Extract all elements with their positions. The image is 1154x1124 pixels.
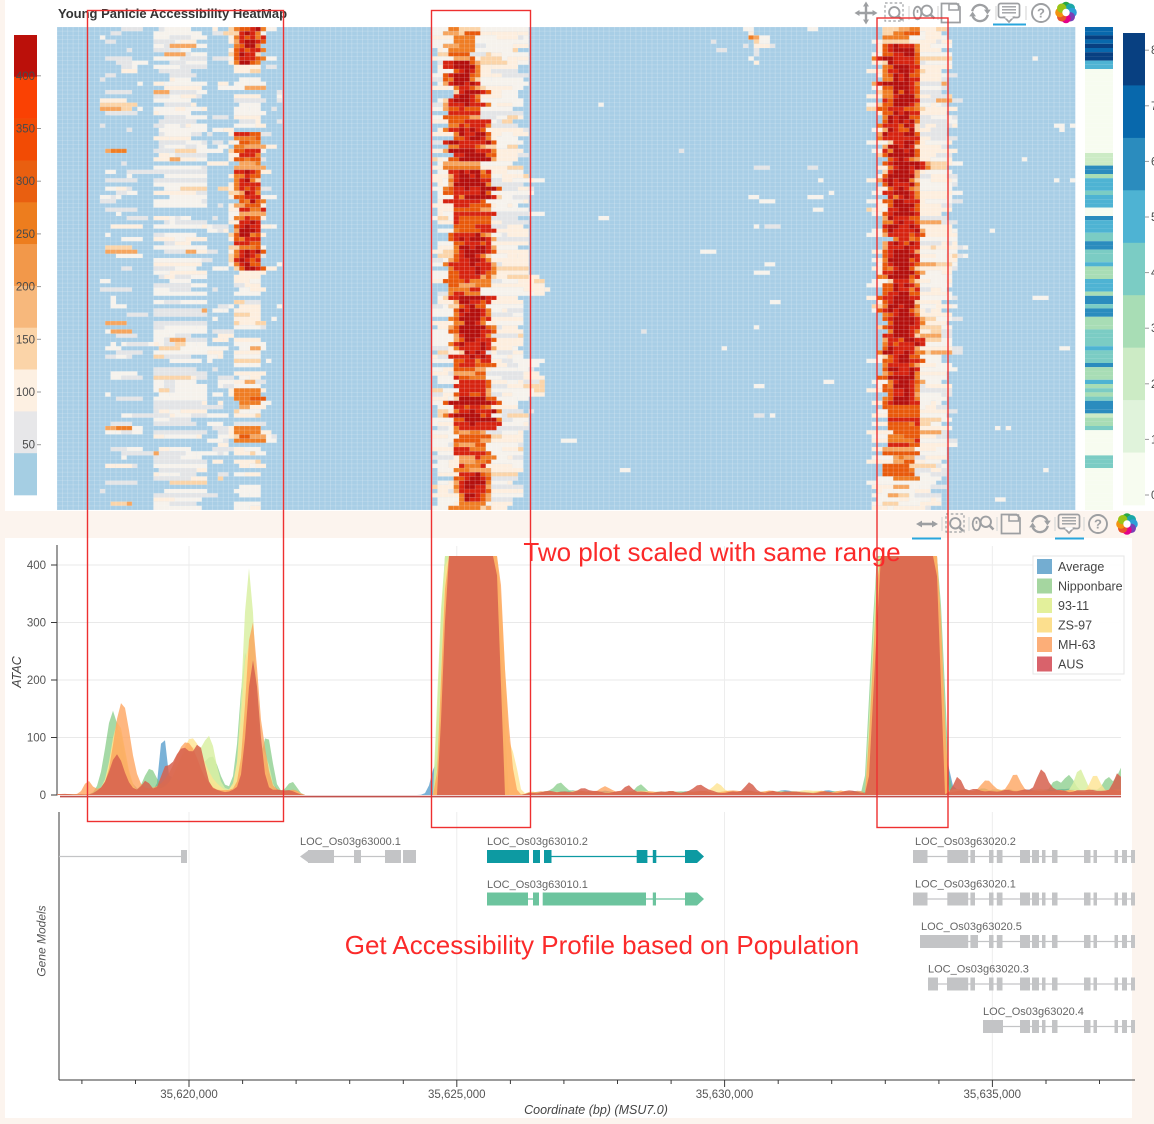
svg-text:0: 0 bbox=[1151, 490, 1154, 502]
svg-text:MH-63: MH-63 bbox=[1058, 638, 1096, 652]
svg-text:1: 1 bbox=[1151, 434, 1154, 446]
svg-text:35,630,000: 35,630,000 bbox=[696, 1089, 754, 1101]
svg-text:400: 400 bbox=[27, 560, 46, 572]
svg-text:LOC_Os03g63020.4: LOC_Os03g63020.4 bbox=[983, 1006, 1084, 1018]
svg-text:ATAC: ATAC bbox=[10, 655, 24, 688]
svg-text:35,620,000: 35,620,000 bbox=[160, 1089, 218, 1101]
svg-text:100: 100 bbox=[27, 733, 46, 745]
svg-text:LOC_Os03g63010.1: LOC_Os03g63010.1 bbox=[487, 879, 588, 891]
svg-text:LOC_Os03g63010.2: LOC_Os03g63010.2 bbox=[487, 836, 588, 848]
svg-text:Average: Average bbox=[1058, 560, 1104, 574]
svg-text:2: 2 bbox=[1151, 379, 1154, 391]
svg-text:200: 200 bbox=[27, 675, 46, 687]
svg-text:Young Panicle Accessibility He: Young Panicle Accessibility HeatMap bbox=[58, 6, 287, 21]
svg-text:Coordinate (bp) (MSU7.0): Coordinate (bp) (MSU7.0) bbox=[524, 1103, 668, 1117]
svg-text:350: 350 bbox=[16, 124, 35, 136]
svg-text:LOC_Os03g63000.1: LOC_Os03g63000.1 bbox=[300, 836, 401, 848]
svg-text:400: 400 bbox=[16, 71, 35, 83]
svg-text:6: 6 bbox=[1151, 156, 1154, 168]
svg-text:LOC_Os03g63020.2: LOC_Os03g63020.2 bbox=[915, 836, 1016, 848]
svg-text:7: 7 bbox=[1151, 101, 1154, 113]
svg-text:100: 100 bbox=[16, 387, 35, 399]
svg-text:?: ? bbox=[1094, 517, 1102, 532]
svg-text:LOC_Os03g63020.3: LOC_Os03g63020.3 bbox=[928, 964, 1029, 976]
svg-text:4: 4 bbox=[1151, 268, 1154, 280]
svg-text:ZS-97: ZS-97 bbox=[1058, 618, 1092, 632]
svg-text:8: 8 bbox=[1151, 45, 1154, 57]
svg-text:250: 250 bbox=[16, 229, 35, 241]
svg-text:0: 0 bbox=[40, 790, 46, 802]
svg-text:300: 300 bbox=[27, 618, 46, 630]
svg-text:3: 3 bbox=[1151, 323, 1154, 335]
svg-text:Get Accessibility Profile base: Get Accessibility Profile based on Popul… bbox=[345, 930, 860, 960]
svg-text:150: 150 bbox=[16, 334, 35, 346]
svg-text:200: 200 bbox=[16, 282, 35, 294]
svg-text:Nipponbare: Nipponbare bbox=[1058, 579, 1123, 593]
svg-text:?: ? bbox=[1037, 6, 1045, 21]
svg-text:AUS: AUS bbox=[1058, 657, 1084, 671]
svg-text:5: 5 bbox=[1151, 212, 1154, 224]
svg-text:LOC_Os03g63020.5: LOC_Os03g63020.5 bbox=[921, 921, 1022, 933]
svg-text:Gene Models: Gene Models bbox=[35, 905, 49, 976]
svg-text:300: 300 bbox=[16, 176, 35, 188]
svg-text:Two plot scaled with same rang: Two plot scaled with same range bbox=[523, 537, 900, 567]
svg-text:LOC_Os03g63020.1: LOC_Os03g63020.1 bbox=[915, 879, 1016, 891]
svg-text:35,635,000: 35,635,000 bbox=[964, 1089, 1022, 1101]
svg-text:50: 50 bbox=[22, 440, 35, 452]
svg-text:35,625,000: 35,625,000 bbox=[428, 1089, 486, 1101]
svg-text:93-11: 93-11 bbox=[1058, 599, 1089, 613]
